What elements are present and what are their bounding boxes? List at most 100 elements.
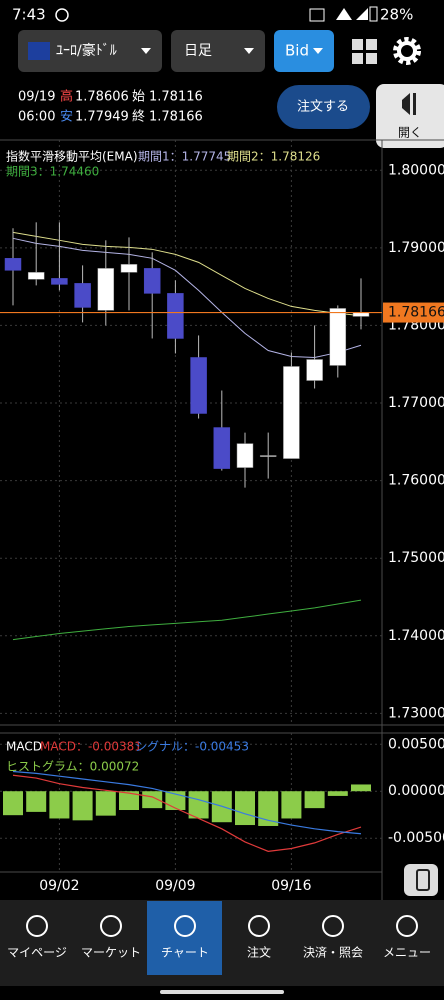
y-tick-label: 0.00000 xyxy=(388,783,444,799)
y-tick-label: 1.76000 xyxy=(388,473,444,489)
side-label: Bid xyxy=(285,42,309,60)
legend-entry: 期間3：1.74460 xyxy=(6,165,99,179)
histogram-bar xyxy=(119,791,139,811)
nav-icon xyxy=(248,915,270,937)
dropdown-arrow xyxy=(313,48,323,54)
candle-body xyxy=(283,366,300,459)
y-tick-label: 1.79000 xyxy=(388,240,444,256)
nav-icon xyxy=(174,915,196,937)
ema-line xyxy=(12,599,362,641)
status-icon xyxy=(55,8,69,22)
pair-select[interactable] xyxy=(18,30,162,72)
ema-line xyxy=(12,237,362,358)
nav-selected xyxy=(147,901,222,975)
nav-item[interactable]: マイページ xyxy=(7,915,67,960)
candle-body xyxy=(236,443,254,468)
legend-entry: ヒストグラム：0.00072 xyxy=(6,760,139,774)
nav-label: マイページ xyxy=(7,946,67,960)
candle-body xyxy=(143,268,161,294)
timeframe-label: 日足 xyxy=(184,43,212,59)
info-open-label: 始 xyxy=(132,90,145,105)
legend-entry: 期間1：1.77745 xyxy=(138,150,231,164)
y-tick-label: 1.77000 xyxy=(388,395,444,411)
info-low: 1.77949 xyxy=(75,110,129,125)
nav-label: チャート xyxy=(161,946,209,960)
info-high-label: 高 xyxy=(60,89,73,105)
histogram-bar xyxy=(351,784,371,792)
histogram-bar xyxy=(72,791,93,821)
candle-body xyxy=(259,455,277,457)
home-indicator xyxy=(160,990,284,994)
candle-body xyxy=(190,357,207,414)
candle-body xyxy=(213,427,231,469)
rotate-icon xyxy=(416,869,430,891)
histogram-bar xyxy=(95,791,116,816)
info-time: 06:00 xyxy=(18,110,55,125)
nav-items: マイページ マーケット チャート 注文 決済・照会 メニュー xyxy=(7,915,431,960)
candle-body xyxy=(120,264,138,273)
info-open: 1.78116 xyxy=(149,90,203,105)
info-high: 1.78606 xyxy=(75,90,129,105)
nav-item[interactable]: 決済・照会 xyxy=(303,915,363,960)
nav-item[interactable]: マーケット xyxy=(81,915,141,960)
nav-label: 決済・照会 xyxy=(303,945,363,960)
candle-body xyxy=(74,283,91,308)
signal-icon xyxy=(356,8,368,20)
nav-item[interactable]: メニュー xyxy=(383,915,431,960)
legend-entry: 期間2：1.78126 xyxy=(227,150,320,164)
order-button-label: 注文する xyxy=(297,100,349,115)
status-time: 7:43 xyxy=(12,6,46,24)
legend-entry: MACD：-0.00381 xyxy=(40,740,142,754)
side-tab-icon xyxy=(413,93,416,115)
x-tick-label: 09/16 xyxy=(271,878,311,894)
order-button[interactable] xyxy=(277,85,370,129)
settings-button[interactable] xyxy=(393,37,421,65)
y-tick-label: 1.75000 xyxy=(388,550,444,566)
y-tick-label: 1.80000 xyxy=(388,162,444,178)
y-tick-label: 1.74000 xyxy=(388,628,444,644)
nav-icon xyxy=(396,915,418,937)
candle-body xyxy=(97,268,115,311)
nav-label: 注文 xyxy=(247,945,271,960)
histogram-bar xyxy=(304,791,325,809)
x-tick-label: 09/02 xyxy=(39,878,79,894)
histogram-bar xyxy=(3,791,23,816)
candle-body xyxy=(329,308,347,366)
nav-item[interactable]: チャート xyxy=(161,915,209,960)
timeframe-select[interactable] xyxy=(171,30,265,72)
y-tick-label: 0.00500 xyxy=(388,736,444,752)
side-select[interactable] xyxy=(274,30,334,72)
chart-title: MACD xyxy=(6,740,42,754)
histogram-bar xyxy=(235,791,255,826)
flag-icon xyxy=(28,42,50,60)
info-low-label: 安 xyxy=(60,110,73,125)
candle-body xyxy=(51,278,68,285)
side-tab-icon xyxy=(402,93,410,115)
current-price-tag xyxy=(383,302,444,323)
nav-item[interactable]: 注文 xyxy=(247,915,271,960)
histogram-bar xyxy=(188,791,209,819)
battery-icon xyxy=(369,6,378,22)
rotate-button[interactable] xyxy=(404,864,438,896)
y-tick-label: -0.00500 xyxy=(388,830,444,846)
macd-line xyxy=(12,770,362,835)
charts: 1.800001.790001.780001.770001.760001.750… xyxy=(0,140,444,894)
candle-body xyxy=(4,258,22,271)
info-date: 09/19 xyxy=(18,90,55,105)
candle-body xyxy=(27,272,45,280)
side-tab[interactable] xyxy=(376,84,444,148)
histogram-bar xyxy=(49,791,70,819)
pair-label: ﾕｰﾛ/豪ﾄﾞﾙ xyxy=(56,43,117,59)
legend-entry: シグナル：-0.00453 xyxy=(135,740,249,754)
info-close: 1.78166 xyxy=(149,110,203,125)
nav-icon xyxy=(322,915,344,937)
info-close-label: 終 xyxy=(132,109,145,125)
histogram-bar xyxy=(281,791,302,819)
layout-button[interactable] xyxy=(352,39,377,64)
dropdown-arrow xyxy=(244,48,254,54)
x-tick-label: 09/09 xyxy=(155,878,195,894)
candle-body xyxy=(306,359,323,381)
histogram-bar xyxy=(258,791,279,826)
side-tab-label: 開く xyxy=(398,126,422,140)
